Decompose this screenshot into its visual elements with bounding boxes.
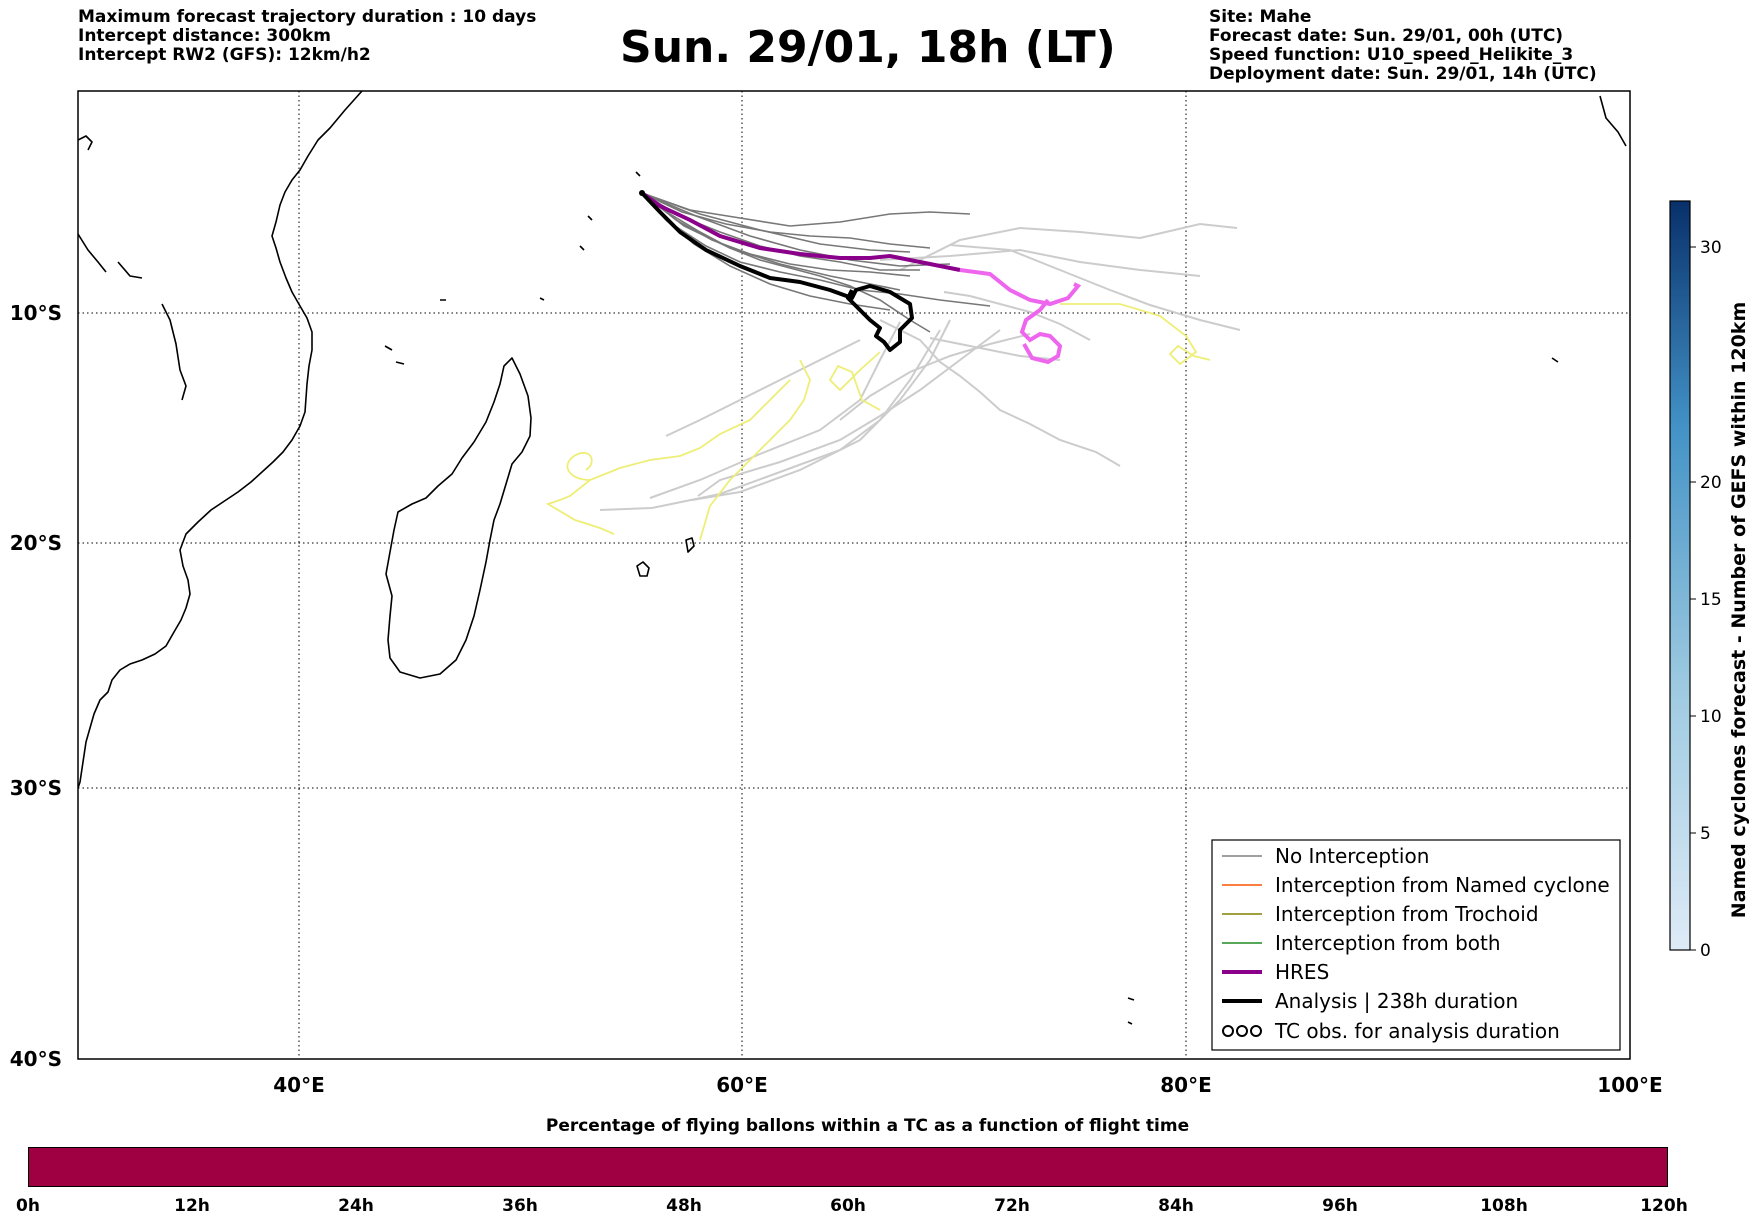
pct-tick: 72h (994, 1196, 1030, 1216)
legend-label-both: Interception from both (1275, 931, 1501, 955)
east-islands (1127, 95, 1627, 1025)
pct-tick: 60h (830, 1196, 866, 1216)
colorbar-label: Named cyclones forecast - Number of GEFS… (1728, 302, 1750, 919)
trajectory-light (697, 329, 1001, 497)
trajectory-dark (641, 192, 911, 277)
pct-tick: 96h (1322, 1196, 1358, 1216)
trajectory-light (839, 333, 1031, 421)
pct-tick: 24h (338, 1196, 374, 1216)
trajectory-dark (641, 192, 911, 253)
lat-label-20s: 20°S (10, 531, 62, 555)
colorbar-tick: 10 (1700, 707, 1722, 727)
forecast-date: Forecast date: Sun. 29/01, 00h (UTC) (1209, 26, 1564, 46)
ensemble-trajectories-late (599, 222, 1241, 511)
tc-track-east (1060, 303, 1211, 366)
site-info: Site: Mahe Forecast date: Sun. 29/01, 00… (1209, 8, 1597, 84)
seychelles-islands (384, 171, 641, 365)
colorbar: 0 5 10 15 20 30 Named cyclones forecast … (1669, 200, 1750, 961)
lat-label-30s: 30°S (10, 776, 62, 800)
trajectory-light (649, 321, 901, 499)
run-parameters: Maximum forecast trajectory duration : 1… (78, 8, 536, 65)
coastlines (78, 91, 1627, 1025)
legend-label-tc-obs: TC obs. for analysis duration (1274, 1019, 1560, 1043)
colorbar-tick: 30 (1700, 238, 1722, 258)
tc-observation-tracks (545, 303, 1211, 541)
reunion-coastline (685, 537, 695, 553)
lat-label-10s: 10°S (10, 301, 62, 325)
tc-track-south (699, 359, 811, 541)
deployment-date: Deployment date: Sun. 29/01, 14h (UTC) (1209, 64, 1597, 84)
legend-label-analysis: Analysis | 238h duration (1275, 989, 1518, 1013)
trajectory-light (599, 329, 941, 511)
madagascar-coastline (385, 357, 532, 679)
colorbar-tick: 20 (1700, 473, 1722, 493)
colorbar-tick: 5 (1700, 824, 1711, 844)
param-intercept-rw2: Intercept RW2 (GFS): 12km/h2 (78, 45, 371, 65)
trajectory-dark (641, 192, 991, 307)
pct-tick: 108h (1480, 1196, 1528, 1216)
trajectory-light (665, 339, 861, 437)
analysis-trajectory (640, 191, 914, 352)
pct-tick: 0h (16, 1196, 40, 1216)
trajectory-light (949, 244, 1241, 331)
trajectory-light (943, 291, 1091, 341)
legend-label-named-cyclone: Interception from Named cyclone (1275, 873, 1610, 897)
site-name: Site: Mahe (1209, 7, 1312, 27)
lon-label-80e: 80°E (1160, 1073, 1212, 1097)
pct-tick: 48h (666, 1196, 702, 1216)
speed-function: Speed function: U10_speed_Helikite_3 (1209, 45, 1574, 65)
launch-site-marker (639, 190, 645, 196)
page-title: Sun. 29/01, 18h (LT) (620, 22, 1116, 73)
legend-box (1211, 839, 1621, 1051)
tc-swirl-icon (1222, 1025, 1262, 1037)
hres-trajectory (640, 191, 961, 272)
trajectory-dark (641, 192, 971, 227)
pct-tick: 120h (1640, 1196, 1688, 1216)
legend-label-trochoid: Interception from Trochoid (1275, 902, 1539, 926)
lon-label-40e: 40°E (273, 1073, 325, 1097)
lon-label-100e: 100°E (1597, 1073, 1662, 1097)
mauritius-coastline (636, 561, 650, 577)
param-intercept-distance: Intercept distance: 300km (78, 26, 331, 46)
trajectory-light (691, 319, 951, 501)
colorbar-tick: 0 (1700, 941, 1711, 961)
colorbar-tick: 15 (1700, 590, 1722, 610)
arabia-coastline (78, 135, 187, 401)
trajectory-dark (641, 192, 951, 267)
lat-label-40s: 40°S (10, 1047, 62, 1071)
param-duration: Maximum forecast trajectory duration : 1… (78, 7, 537, 27)
percentage-bar (28, 1147, 1668, 1187)
legend-label-no-interception: No Interception (1275, 844, 1429, 868)
legend-label-hres: HRES (1275, 960, 1329, 984)
pct-tick: 84h (1158, 1196, 1194, 1216)
trajectory-light (879, 248, 1201, 277)
tc-track-west (545, 379, 791, 535)
tc-track-central (828, 351, 881, 411)
hres-trajectory-late (959, 268, 1082, 365)
graticule (78, 91, 1630, 1059)
trajectory-light (899, 222, 1238, 271)
percentage-bar-title: Percentage of flying ballons within a TC… (545, 1116, 1190, 1136)
legend: No Interception Interception from Named … (1211, 839, 1621, 1051)
lon-label-60e: 60°E (716, 1073, 768, 1097)
trajectory-dark (641, 192, 931, 333)
colorbar-gradient (1669, 200, 1691, 951)
trajectory-light (879, 319, 1121, 467)
africa-coastline (78, 91, 363, 791)
pct-tick: 12h (174, 1196, 210, 1216)
pct-tick: 36h (502, 1196, 538, 1216)
